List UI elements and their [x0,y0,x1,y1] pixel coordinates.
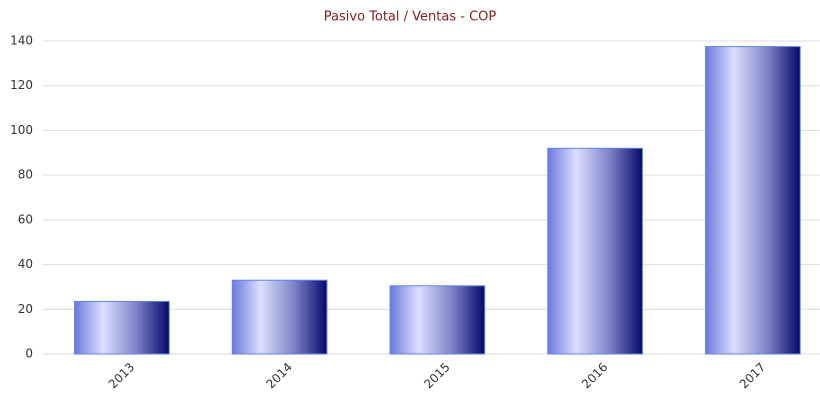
bar [231,279,328,355]
bar [547,147,643,355]
y-tick-label: 120 [10,78,33,92]
x-tick-label: 2015 [421,360,452,391]
y-tick-label: 80 [18,168,33,182]
x-tick-label: 2017 [737,360,768,391]
x-tick-label: 2016 [579,360,610,391]
bar [74,300,170,355]
y-tick-label: 20 [18,302,33,316]
x-tick-label: 2013 [106,360,137,391]
y-tick-label: 40 [18,257,33,271]
chart-title: Pasivo Total / Ventas - COP [324,10,497,25]
y-tick-label: 60 [18,212,33,226]
bar [389,285,486,355]
bar [705,46,801,355]
y-tick-label: 100 [10,123,33,137]
y-tick-label: 0 [25,347,33,361]
x-tick-label: 2014 [264,360,295,391]
y-tick-label: 140 [10,34,33,48]
